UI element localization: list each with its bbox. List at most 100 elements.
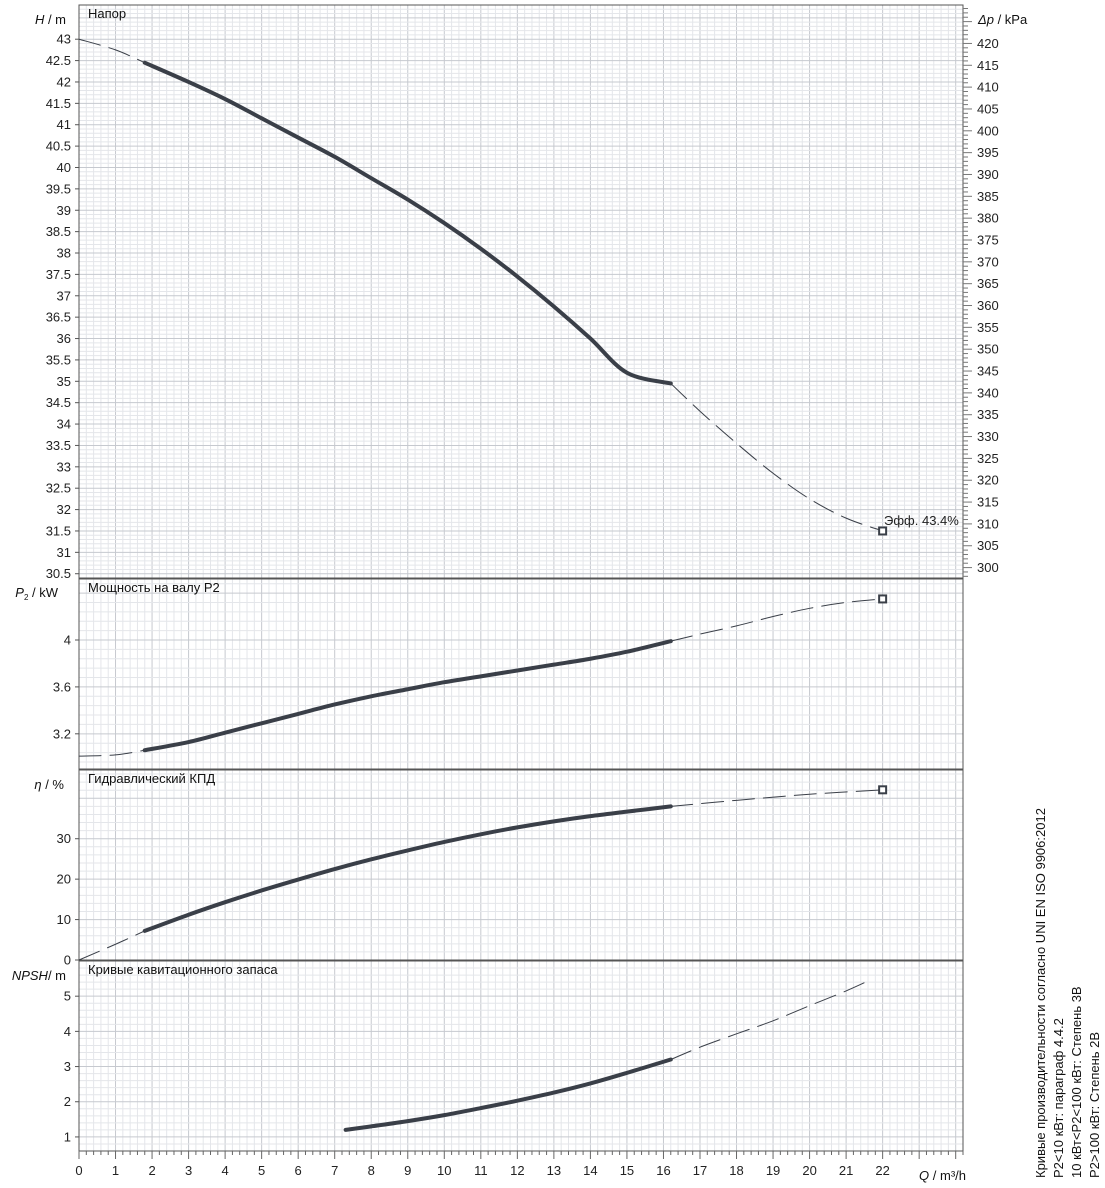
y-tick-label: 30 bbox=[57, 831, 71, 846]
y-tick-label: 3.2 bbox=[53, 726, 71, 741]
pressure-tick-label: 340 bbox=[977, 385, 999, 400]
x-tick-label: 6 bbox=[295, 1163, 302, 1178]
y-tick-label: 36.5 bbox=[46, 310, 71, 325]
x-tick-label: 20 bbox=[802, 1163, 816, 1178]
pressure-tick-label: 385 bbox=[977, 189, 999, 204]
y-tick-label: 41.5 bbox=[46, 96, 71, 111]
y-tick-label: 5 bbox=[64, 989, 71, 1004]
x-tick-label: 5 bbox=[258, 1163, 265, 1178]
x-tick-label: 7 bbox=[331, 1163, 338, 1178]
y-tick-label: 31.5 bbox=[46, 523, 71, 538]
head-axis-var: H bbox=[35, 12, 45, 27]
y-tick-label: 42 bbox=[57, 74, 71, 89]
x-tick-label: 14 bbox=[583, 1163, 597, 1178]
pressure-axis-var: Δp bbox=[977, 12, 994, 27]
head-operating-point-marker bbox=[878, 526, 888, 536]
efficiency-curve bbox=[142, 804, 673, 933]
y-tick-label: 32 bbox=[57, 502, 71, 517]
y-tick-label: 3 bbox=[64, 1059, 71, 1074]
pressure-tick-label: 405 bbox=[977, 101, 999, 116]
y-tick-label: 39.5 bbox=[46, 181, 71, 196]
y-tick-label: 30.5 bbox=[46, 566, 71, 581]
curve-layer bbox=[78, 38, 888, 1132]
x-tick-label: 22 bbox=[875, 1163, 889, 1178]
best-efficiency-label: Эфф. 43.4% bbox=[884, 513, 959, 528]
npsh-axis-label: NPSH/ m bbox=[12, 968, 66, 983]
y-tick-label: 32.5 bbox=[46, 481, 71, 496]
x-tick-label: 15 bbox=[620, 1163, 634, 1178]
pressure-axis-label: Δp / kPa bbox=[977, 12, 1028, 27]
pressure-tick-label: 420 bbox=[977, 36, 999, 51]
pressure-tick-label: 335 bbox=[977, 407, 999, 422]
pressure-tick-label: 370 bbox=[977, 254, 999, 269]
pressure-tick-label: 395 bbox=[977, 145, 999, 160]
pressure-tick-label: 400 bbox=[977, 123, 999, 138]
pressure-tick-label: 345 bbox=[977, 364, 999, 379]
efficiency-curve-extrapolated bbox=[78, 930, 146, 961]
label-layer: 30.53131.53232.53333.53434.53535.53636.5… bbox=[46, 8, 999, 1178]
y-tick-label: 37 bbox=[57, 288, 71, 303]
pressure-tick-label: 360 bbox=[977, 298, 999, 313]
y-tick-label: 38.5 bbox=[46, 224, 71, 239]
power-axis-sub: 2 bbox=[24, 593, 29, 602]
y-tick-label: 0 bbox=[64, 953, 71, 968]
standards-note-4: P2>100 кВт: Степень 2B bbox=[1087, 1032, 1102, 1178]
y-tick-label: 40 bbox=[57, 160, 71, 175]
pressure-tick-label: 325 bbox=[977, 451, 999, 466]
power-axis-var: P bbox=[15, 585, 24, 600]
x-tick-label: 16 bbox=[656, 1163, 670, 1178]
flow-axis-label: Q / m³/h bbox=[919, 1168, 966, 1183]
power-curve-extrapolated bbox=[670, 598, 884, 642]
panel-title-power: Мощность на валу P2 bbox=[88, 580, 220, 595]
x-tick-label: 4 bbox=[221, 1163, 228, 1178]
x-tick-label: 0 bbox=[75, 1163, 82, 1178]
y-tick-label: 41 bbox=[57, 117, 71, 132]
power-axis-unit: / kW bbox=[28, 585, 58, 600]
head-curve-extrapolated bbox=[78, 38, 146, 64]
flow-axis-var: Q bbox=[919, 1168, 929, 1183]
x-tick-label: 12 bbox=[510, 1163, 524, 1178]
panel-title-npsh: Кривые кавитационного запаса bbox=[88, 962, 278, 977]
pressure-tick-label: 320 bbox=[977, 473, 999, 488]
efficiency-axis-label: η / % bbox=[34, 777, 64, 792]
standards-notes: Кривые производительности согласно UNI E… bbox=[1033, 808, 1102, 1178]
x-tick-label: 10 bbox=[437, 1163, 451, 1178]
y-tick-label: 4 bbox=[64, 632, 71, 647]
y-tick-label: 33.5 bbox=[46, 438, 71, 453]
efficiency-axis-var: η bbox=[34, 777, 41, 792]
y-tick-label: 39 bbox=[57, 203, 71, 218]
x-tick-label: 9 bbox=[404, 1163, 411, 1178]
npsh-axis-var: NPSH bbox=[12, 968, 49, 983]
pressure-tick-label: 365 bbox=[977, 276, 999, 291]
y-tick-label: 34.5 bbox=[46, 395, 71, 410]
y-tick-label: 20 bbox=[57, 872, 71, 887]
efficiency-operating-point-marker bbox=[878, 785, 888, 795]
y-tick-label: 4 bbox=[64, 1024, 71, 1039]
pressure-tick-label: 380 bbox=[977, 211, 999, 226]
x-tick-label: 19 bbox=[766, 1163, 780, 1178]
y-tick-label: 3.6 bbox=[53, 679, 71, 694]
pressure-axis-unit: / kPa bbox=[994, 12, 1028, 27]
y-tick-label: 36 bbox=[57, 331, 71, 346]
y-tick-label: 40.5 bbox=[46, 139, 71, 154]
y-tick-label: 35.5 bbox=[46, 352, 71, 367]
standards-note-1: Кривые производительности согласно UNI E… bbox=[1033, 808, 1048, 1178]
y-tick-label: 43 bbox=[57, 32, 71, 47]
power-operating-point-marker bbox=[878, 594, 888, 604]
pressure-tick-label: 375 bbox=[977, 232, 999, 247]
panel-frame bbox=[78, 578, 964, 770]
npsh-axis-unit: / m bbox=[48, 968, 66, 983]
power-curve bbox=[142, 639, 673, 753]
head-axis-unit: / m bbox=[44, 12, 66, 27]
y-tick-label: 42.5 bbox=[46, 53, 71, 68]
x-tick-label: 11 bbox=[474, 1163, 488, 1178]
efficiency-curve-extrapolated bbox=[670, 789, 884, 807]
x-tick-label: 21 bbox=[839, 1163, 853, 1178]
efficiency-axis-unit: / % bbox=[42, 777, 65, 792]
pressure-tick-label: 330 bbox=[977, 429, 999, 444]
panel-title-head: Напор bbox=[88, 6, 126, 21]
y-tick-label: 35 bbox=[57, 374, 71, 389]
x-tick-label: 2 bbox=[148, 1163, 155, 1178]
x-tick-label: 13 bbox=[547, 1163, 561, 1178]
panel-frame bbox=[78, 960, 964, 1152]
